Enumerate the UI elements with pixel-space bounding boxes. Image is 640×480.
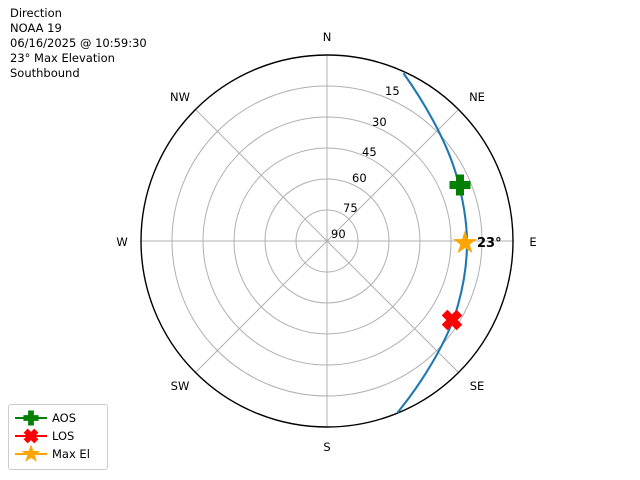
radial-tick-90: 90 <box>331 227 346 241</box>
compass-label-w: W <box>116 235 127 249</box>
star-marker-icon <box>21 445 41 462</box>
los-marker <box>441 309 463 331</box>
radial-tick-15: 15 <box>385 84 400 98</box>
legend-item-aos: AOS <box>14 409 102 427</box>
radial-tick-75: 75 <box>343 201 358 215</box>
compass-label-e: E <box>529 235 536 249</box>
spoke-ne-sw <box>195 109 459 373</box>
info-line-direction-of-travel: Southbound <box>10 66 80 80</box>
legend-label-los: LOS <box>52 429 75 443</box>
legend-label-aos: AOS <box>52 411 77 425</box>
compass-label-ne: NE <box>469 90 485 104</box>
info-line-satellite: NOAA 19 <box>10 21 62 35</box>
chart-legend: AOS LOS Max El <box>8 404 108 470</box>
max-elevation-annotation: 23° <box>477 236 502 251</box>
radial-tick-labels: 15 30 45 60 75 90 <box>331 84 400 241</box>
compass-label-n: N <box>323 30 332 44</box>
aos-marker <box>449 174 471 196</box>
legend-marker-los <box>15 428 47 444</box>
star-marker-icon <box>453 230 477 254</box>
x-marker-icon <box>23 428 39 444</box>
radial-tick-30: 30 <box>372 115 387 129</box>
legend-item-max-el: Max El <box>14 445 102 463</box>
compass-label-sw: SW <box>171 379 190 393</box>
max-el-marker <box>453 230 477 254</box>
legend-marker-max-el <box>15 445 47 462</box>
horizon-outline <box>140 54 514 428</box>
compass-labels: N NE E SE S SW W NW <box>116 30 536 454</box>
plus-marker-icon <box>449 174 471 196</box>
info-line-direction: Direction <box>10 6 62 20</box>
pass-info-block: Direction NOAA 19 06/16/2025 @ 10:59:30 … <box>10 6 147 81</box>
x-marker-icon <box>441 309 463 331</box>
legend-item-los: LOS <box>14 427 102 445</box>
legend-label-max-el: Max El <box>52 447 90 461</box>
radial-tick-45: 45 <box>362 145 377 159</box>
compass-label-s: S <box>323 440 330 454</box>
compass-label-se: SE <box>470 379 485 393</box>
info-line-timestamp: 06/16/2025 @ 10:59:30 <box>10 36 147 50</box>
radial-tick-60: 60 <box>352 171 367 185</box>
plus-marker-icon <box>23 410 39 426</box>
azimuth-grid-spokes <box>141 55 513 427</box>
info-line-max-elevation: 23° Max Elevation <box>10 51 115 65</box>
satellite-pass-track <box>396 72 469 414</box>
legend-marker-aos <box>15 410 47 426</box>
compass-label-nw: NW <box>170 90 190 104</box>
